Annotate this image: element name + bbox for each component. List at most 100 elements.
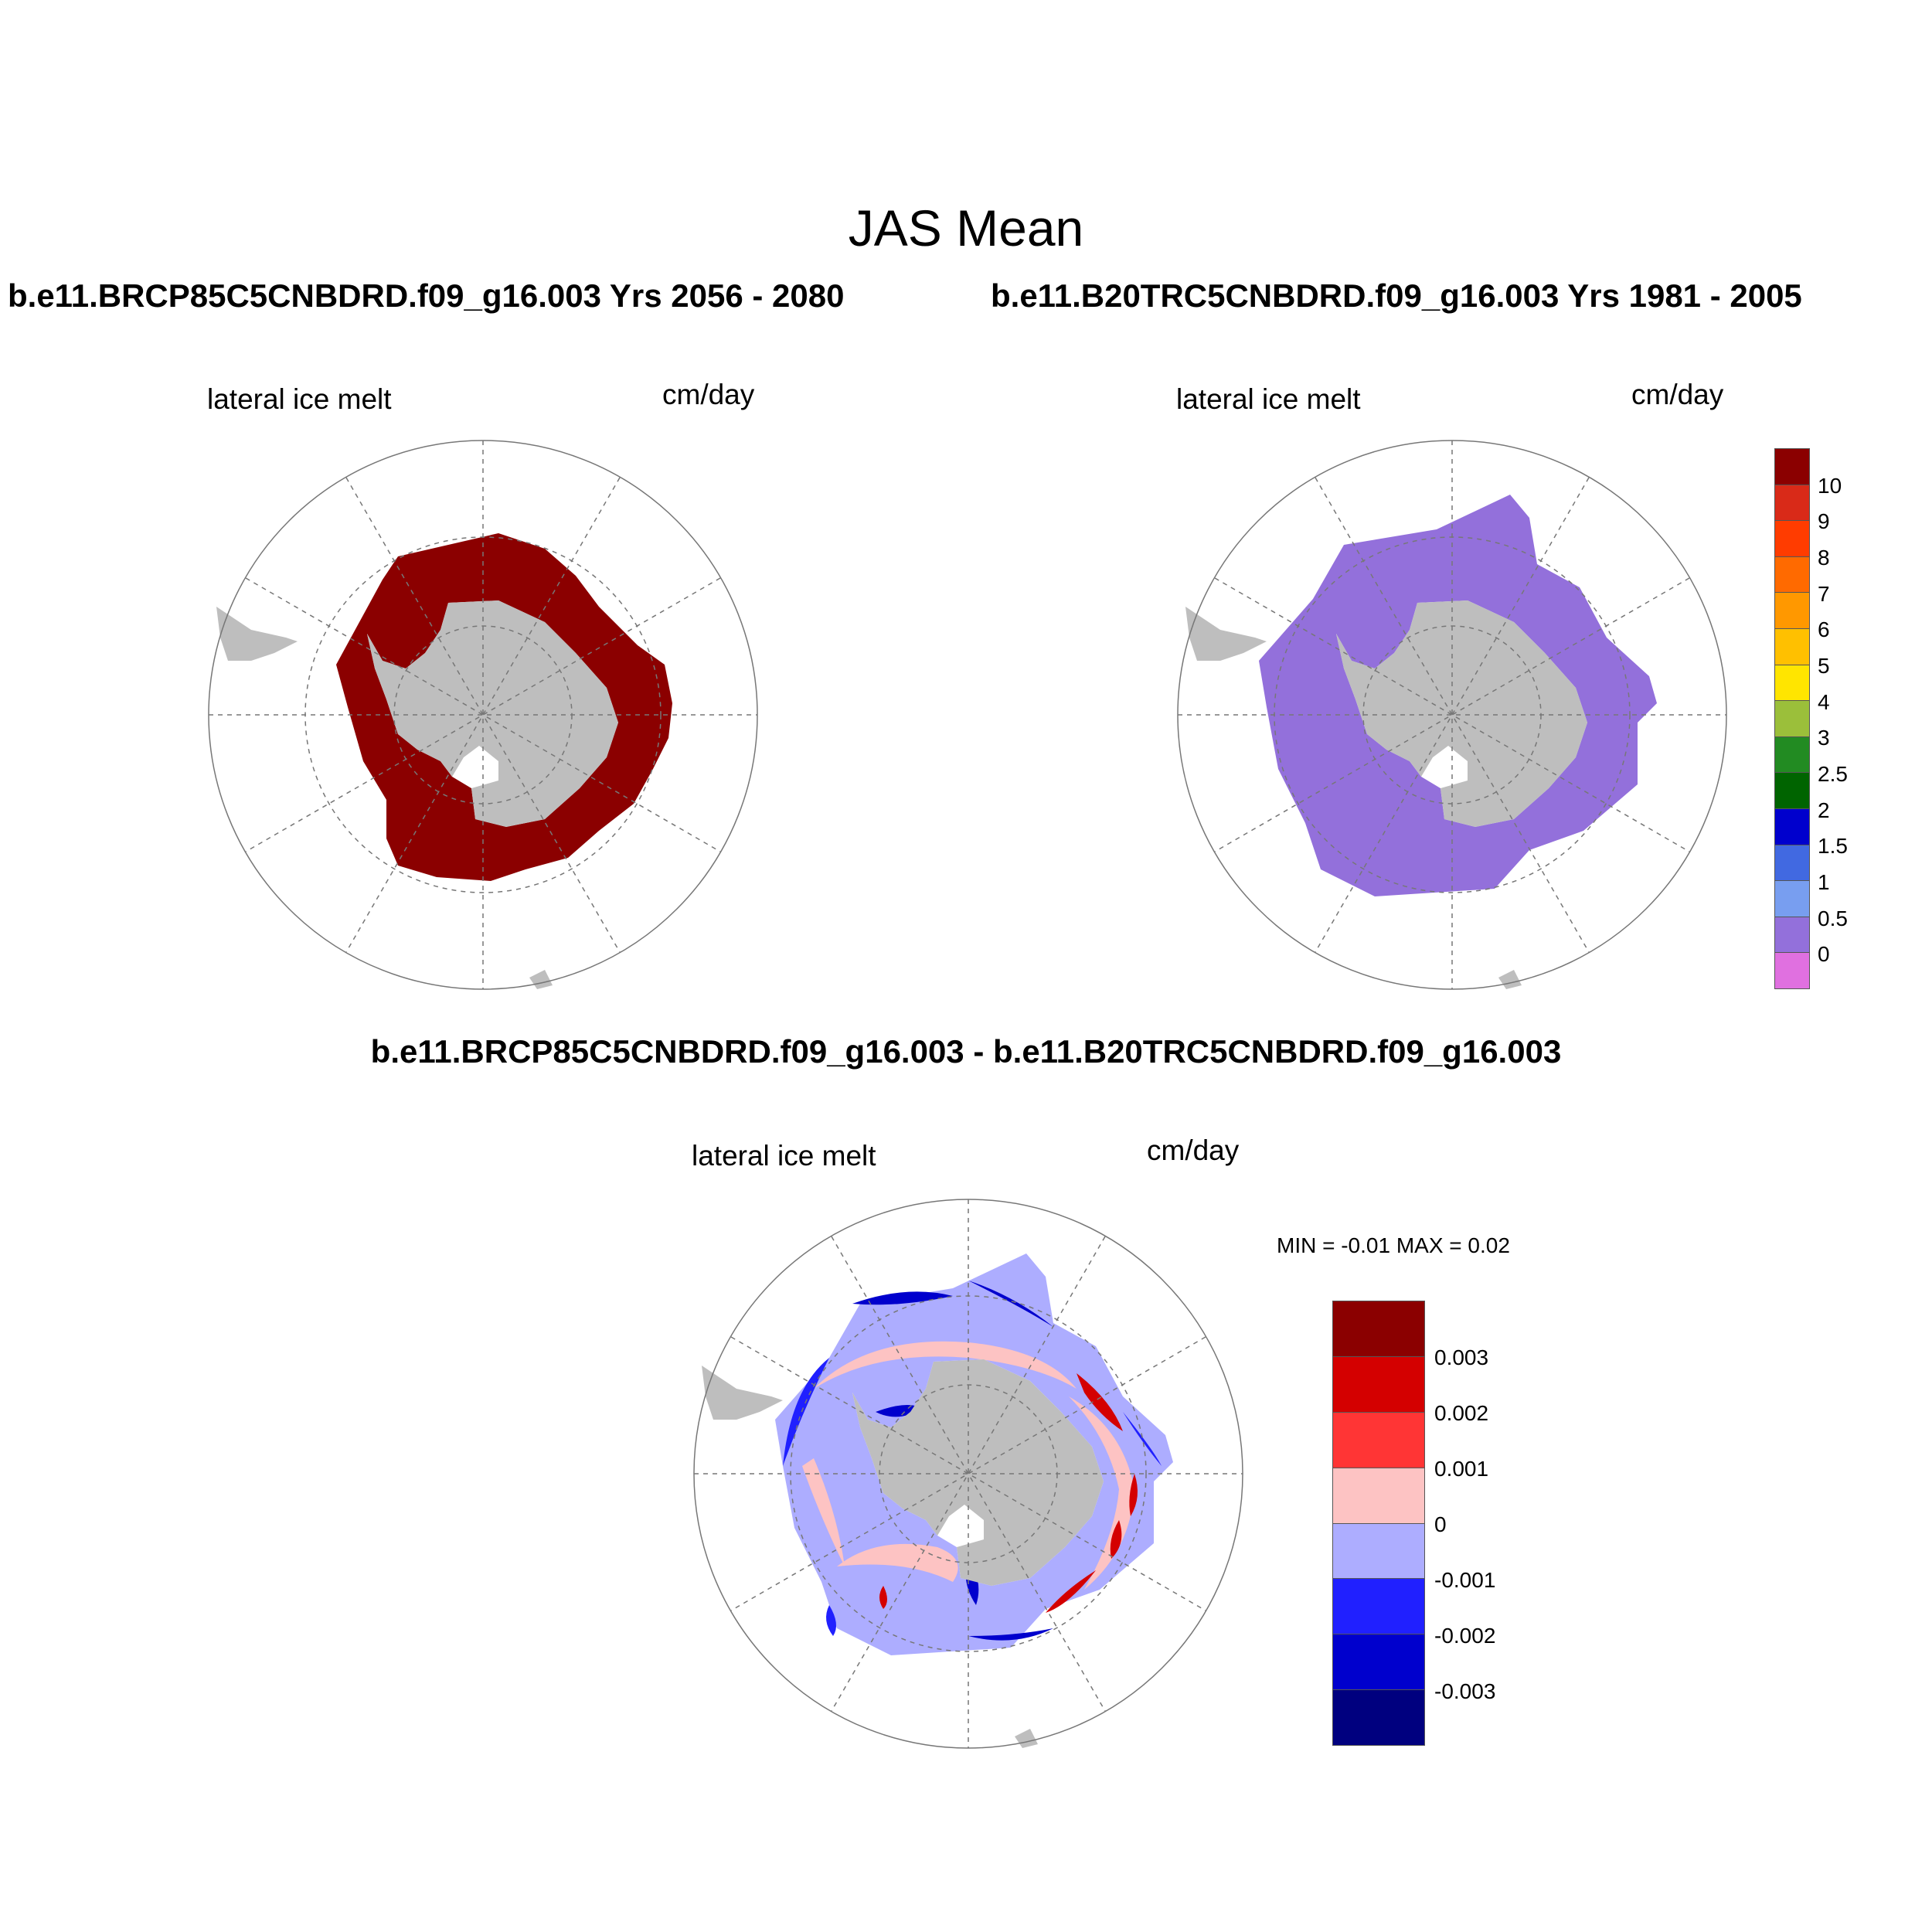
colorbar-difference-swatches	[1332, 1301, 1425, 1746]
colorbar-tick-label: 9	[1818, 509, 1830, 534]
sea-ice-field-historical	[1259, 495, 1657, 896]
meridian-line	[345, 477, 621, 953]
colorbar-main-swatches	[1774, 448, 1810, 989]
left-run-title: b.e11.BRCP85C5CNBDRD.f09_g16.003 Yrs 205…	[8, 277, 845, 314]
colorbar-swatch	[1775, 521, 1809, 557]
diff-strong-positive	[1110, 1520, 1122, 1559]
colorbar-main: 10 9 8 7 6 5 4 3 2.5 2 1.5 1 0.5 0	[1774, 448, 1898, 989]
diff-strong-negative	[852, 1291, 953, 1305]
colorbar-swatch	[1775, 773, 1809, 809]
colorbar-swatch	[1333, 1468, 1424, 1524]
land-difference	[702, 1359, 1104, 1748]
colorbar-swatch	[1775, 917, 1809, 954]
colorbar-swatch	[1333, 1523, 1424, 1580]
colorbar-tick-label: 4	[1818, 689, 1830, 714]
colorbar-tick-label: 10	[1818, 473, 1842, 498]
meridian-line	[1214, 577, 1690, 852]
colorbar-tick-label: 1	[1818, 870, 1830, 894]
colorbar-swatch	[1775, 808, 1809, 845]
new-zealand-land	[1015, 1729, 1038, 1748]
meridian-line	[1214, 577, 1690, 852]
diff-strong-positive	[1046, 1570, 1096, 1613]
colorbar-swatch	[1333, 1356, 1424, 1413]
colorbar-swatch	[1775, 556, 1809, 594]
antarctica-land	[852, 1359, 1104, 1586]
colorbar-tick-label: 0.001	[1434, 1457, 1489, 1481]
polar-map-future	[208, 440, 758, 990]
ice-area	[1259, 495, 1657, 896]
colorbar-swatch	[1775, 736, 1809, 774]
difference-title: b.e11.BRCP85C5CNBDRD.f09_g16.003 - b.e11…	[370, 1033, 1562, 1070]
diff-positive-band	[837, 1543, 958, 1582]
right-run-title: b.e11.B20TRC5CNBDRD.f09_g16.003 Yrs 1981…	[991, 277, 1802, 314]
colorbar-swatch	[1333, 1634, 1424, 1691]
colorbar-swatch	[1333, 1690, 1424, 1745]
colorbar-swatch	[1333, 1412, 1424, 1468]
diff-strong-negative	[1123, 1412, 1162, 1466]
difference-field	[775, 1253, 1173, 1655]
polar-map-historical	[1177, 440, 1727, 990]
colorbar-swatch	[1775, 845, 1809, 882]
colorbar-tick-label: 0.002	[1434, 1401, 1489, 1425]
diff-positive-band	[802, 1458, 845, 1566]
colorbar-tick-label: 2.5	[1818, 762, 1848, 786]
colorbar-tick-label: -0.003	[1434, 1679, 1496, 1703]
south-america-land	[216, 607, 298, 661]
colorbar-tick-label: -0.001	[1434, 1568, 1496, 1592]
panel1-units-label: cm/day	[662, 379, 755, 410]
meridian-line	[345, 477, 621, 953]
diff-positive-band	[814, 1341, 1077, 1389]
panel2-units-label: cm/day	[1631, 379, 1724, 410]
colorbar-tick-label: 0.003	[1434, 1345, 1489, 1369]
antarctica-land	[367, 600, 618, 827]
meridian-line	[831, 1236, 1106, 1712]
colorbar-swatch	[1333, 1301, 1424, 1357]
meridian-line	[831, 1236, 1106, 1712]
diff-strong-negative	[968, 1628, 1053, 1641]
colorbar-tick-label: 1.5	[1818, 834, 1848, 859]
panel1-variable-label: lateral ice melt	[207, 383, 392, 415]
colorbar-tick-label: 8	[1818, 546, 1830, 570]
colorbar-tick-label: 3	[1818, 726, 1830, 750]
diff-strong-positive	[879, 1586, 887, 1609]
colorbar-tick-label: 0	[1818, 942, 1830, 967]
new-zealand-land	[1498, 970, 1522, 989]
colorbar-swatch	[1775, 953, 1809, 988]
colorbar-tick-label: 5	[1818, 654, 1830, 678]
south-america-land	[702, 1366, 783, 1420]
meridian-line	[1315, 477, 1590, 953]
panel3-units-label: cm/day	[1147, 1134, 1240, 1166]
colorbar-tick-label: -0.002	[1434, 1624, 1496, 1648]
diff-strong-negative	[826, 1605, 836, 1636]
new-zealand-land	[529, 970, 553, 989]
land-historical	[1185, 600, 1587, 989]
polar-map-difference	[693, 1199, 1243, 1749]
colorbar-tick-label: 0	[1434, 1512, 1447, 1536]
panel3-variable-label: lateral ice melt	[692, 1140, 876, 1172]
colorbar-swatch	[1775, 449, 1809, 485]
colorbar-tick-label: 6	[1818, 617, 1830, 642]
diff-strong-positive	[1129, 1474, 1138, 1516]
min-max-stats: MIN = -0.01 MAX = 0.02	[1277, 1233, 1510, 1257]
graticule-future	[208, 440, 758, 990]
meridian-line	[730, 1336, 1206, 1611]
colorbar-swatch	[1775, 628, 1809, 665]
panel2-variable-label: lateral ice melt	[1176, 383, 1361, 415]
meridian-line	[1315, 477, 1590, 953]
colorbar-difference: 0.003 0.002 0.001 0 -0.001 -0.002 -0.003	[1332, 1301, 1518, 1746]
ice-area	[336, 533, 672, 881]
graticule-historical	[1177, 440, 1727, 990]
sea-ice-field-future	[336, 533, 672, 881]
meridian-line	[730, 1336, 1206, 1611]
colorbar-tick-label: 2	[1818, 798, 1830, 822]
diff-strong-positive	[1077, 1373, 1123, 1431]
colorbar-swatch	[1775, 485, 1809, 522]
colorbar-swatch	[1775, 701, 1809, 737]
colorbar-swatch	[1333, 1579, 1424, 1635]
meridian-line	[245, 577, 721, 852]
graticule-difference	[693, 1199, 1243, 1749]
colorbar-tick-label: 0.5	[1818, 906, 1848, 930]
colorbar-swatch	[1775, 881, 1809, 917]
colorbar-swatch	[1775, 593, 1809, 629]
south-america-land	[1185, 607, 1267, 661]
